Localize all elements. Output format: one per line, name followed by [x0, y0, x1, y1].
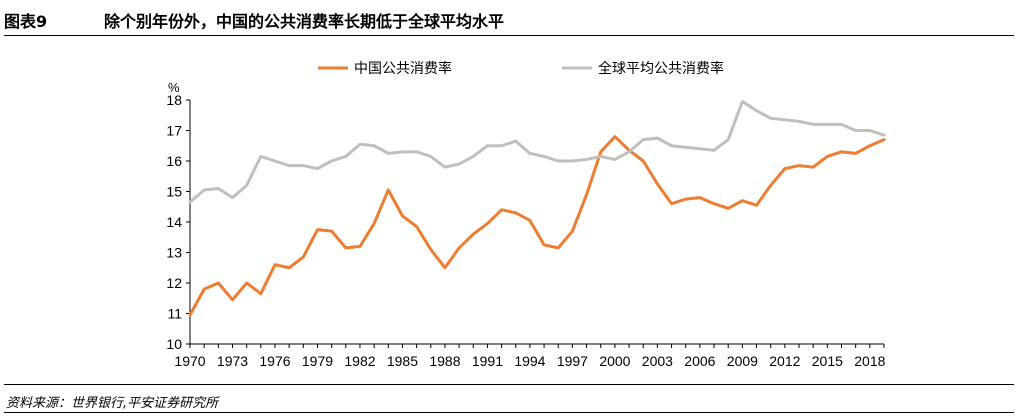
y-tick-label: 12: [166, 275, 182, 291]
x-tick-label: 1991: [472, 353, 503, 369]
x-tick-label: 1994: [514, 353, 545, 369]
x-tick-label: 2009: [727, 353, 758, 369]
x-tick-label: 1976: [259, 353, 290, 369]
x-tick-label: 1982: [344, 353, 375, 369]
bottom-rule: [4, 412, 1014, 413]
x-tick-label: 1988: [429, 353, 460, 369]
y-tick-label: 13: [166, 245, 182, 261]
y-axis-unit: %: [168, 80, 180, 95]
x-tick-label: 1985: [387, 353, 418, 369]
y-axis: 10 11 12 13 14 15 16 17 18%: [166, 80, 191, 352]
x-tick-label: 1979: [302, 353, 333, 369]
x-tick-label: 1973: [217, 353, 248, 369]
figure-title: 除个别年份外，中国的公共消费率长期低于全球平均水平: [104, 12, 505, 31]
legend-label-2: 全球平均公共消费率: [598, 60, 724, 76]
y-tick-label: 10: [166, 336, 182, 352]
y-tick-label: 15: [166, 184, 182, 200]
y-tick-label: 16: [166, 153, 182, 169]
x-tick-label: 2012: [769, 353, 800, 369]
x-tick-label: 2015: [812, 353, 843, 369]
series-line-2: [188, 100, 886, 204]
y-tick-label: 18: [166, 92, 182, 108]
footer-rule: [4, 384, 1014, 385]
figure-header: 图表9 除个别年份外，中国的公共消费率长期低于全球平均水平: [4, 6, 1014, 32]
chart-series: [188, 100, 886, 317]
x-tick-label: 1997: [557, 353, 588, 369]
y-tick-label: 11: [167, 306, 182, 322]
source-note: 资料来源：世界银行,平安证券研究所: [6, 396, 219, 411]
x-tick-label: 2006: [684, 353, 715, 369]
line-chart: 中国公共消费率 全球平均公共消费率 10 11 12 13 14 15 16 17 18% 197…: [166, 60, 886, 369]
x-axis: 1970 1973 1976 1979 1982 1985 1988 1991 1994 1997…: [174, 343, 886, 369]
x-tick-label: 2003: [642, 353, 673, 369]
y-tick-label: 14: [166, 214, 182, 230]
series-line-1: [188, 135, 886, 317]
y-tick-label: 17: [166, 123, 182, 139]
header-rule: [4, 35, 1014, 36]
x-tick-label: 2000: [599, 353, 630, 369]
figure-number: 图表9: [4, 12, 48, 31]
chart-legend: 中国公共消费率 全球平均公共消费率: [318, 60, 724, 76]
legend-label-1: 中国公共消费率: [354, 60, 452, 76]
x-tick-label: 1970: [174, 353, 205, 369]
x-tick-label: 2018: [854, 353, 885, 369]
